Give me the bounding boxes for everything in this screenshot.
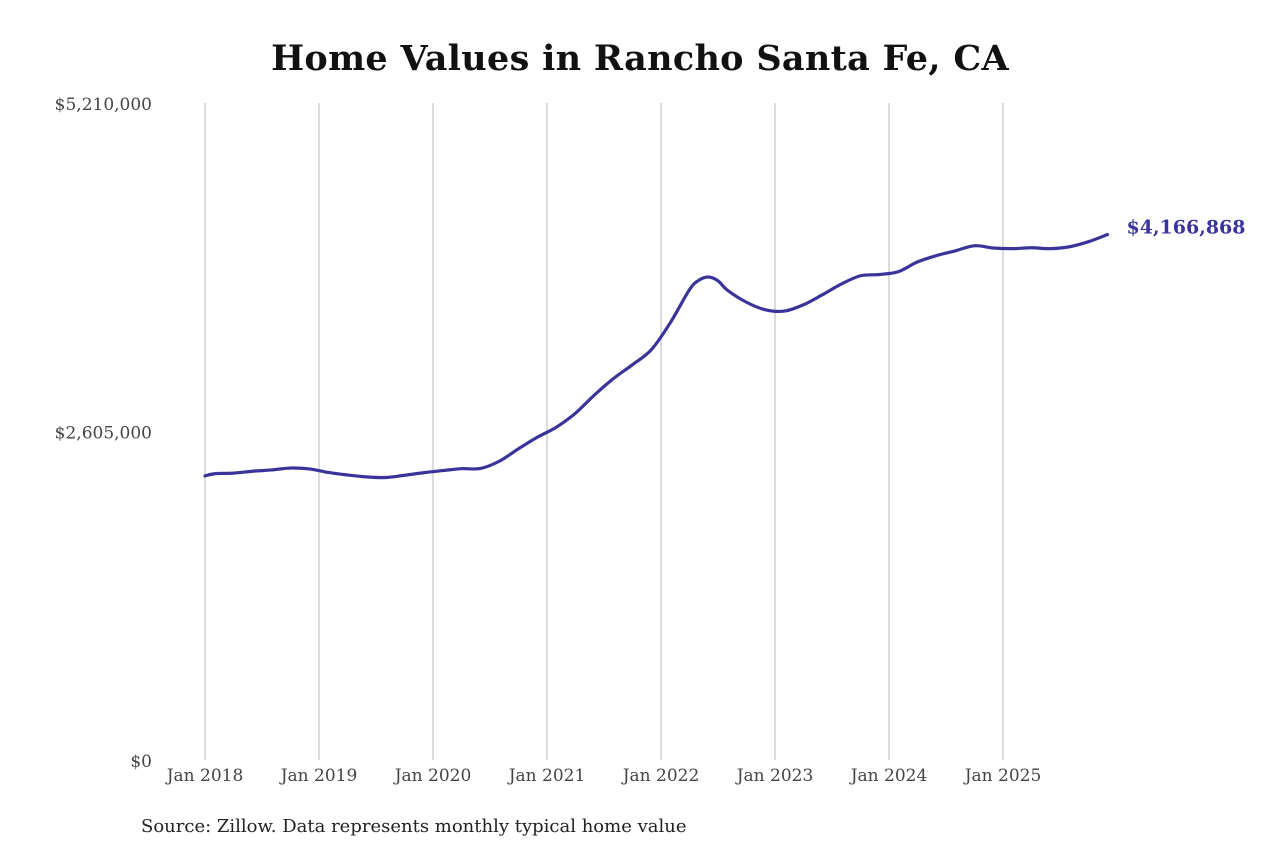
x-tick-label: Jan 2018: [165, 766, 244, 786]
vertical-gridlines: [204, 103, 1004, 760]
x-tick-label: Jan 2024: [849, 766, 928, 786]
home-value-series-line: [203, 232, 1110, 480]
y-tick-label: $2,605,000: [55, 424, 152, 444]
x-tick-label: Jan 2025: [963, 766, 1042, 786]
source-note: Source: Zillow. Data represents monthly …: [141, 816, 687, 837]
y-axis-tick-labels: $0 $2,605,000 $5,210,000: [55, 95, 152, 772]
x-tick-label: Jan 2023: [735, 766, 814, 786]
y-tick-label: $5,210,000: [55, 95, 152, 115]
latest-value-label: $4,166,868: [1127, 217, 1246, 239]
x-tick-label: Jan 2020: [393, 766, 472, 786]
x-tick-label: Jan 2019: [279, 766, 358, 786]
x-axis-tick-labels: Jan 2018 Jan 2019 Jan 2020 Jan 2021 Jan 2022…: [165, 766, 1042, 786]
y-tick-label: $0: [130, 752, 152, 772]
x-tick-label: Jan 2022: [621, 766, 700, 786]
chart-title: Home Values in Rancho Santa Fe, CA: [271, 38, 1009, 79]
x-tick-label: Jan 2021: [507, 766, 586, 786]
